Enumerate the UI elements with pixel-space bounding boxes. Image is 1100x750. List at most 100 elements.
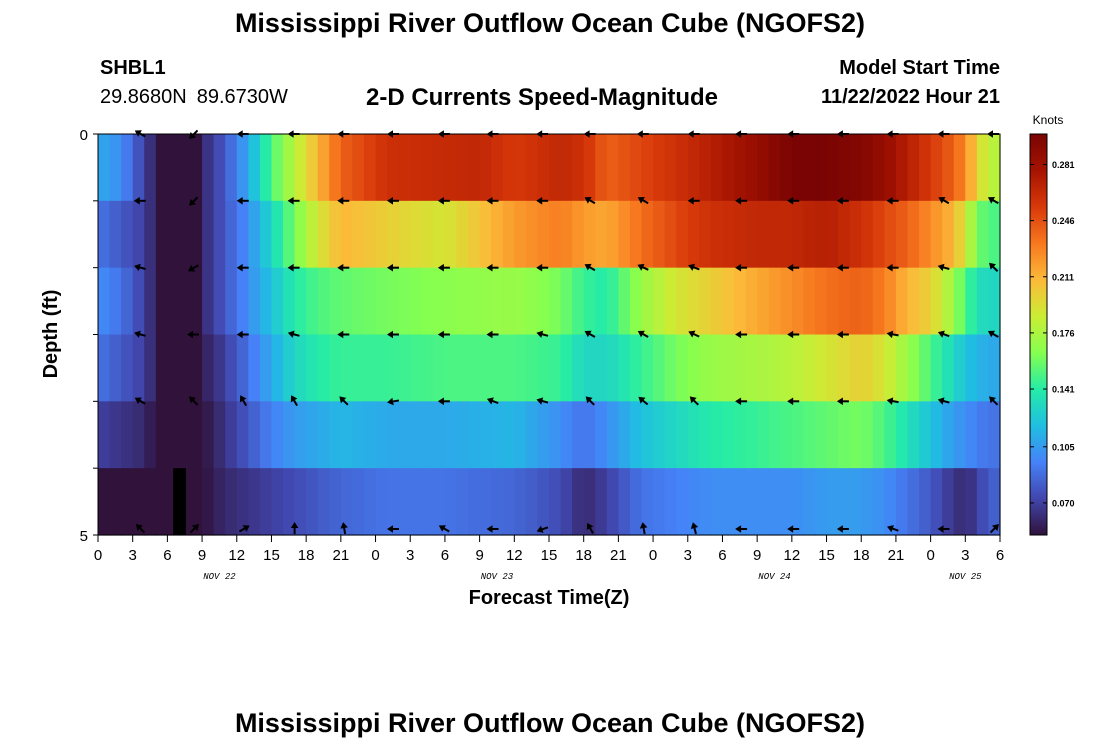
heatmap-cell: [606, 468, 619, 536]
current-vector: [134, 397, 146, 405]
heatmap-cell: [803, 468, 816, 536]
heatmap-cell: [132, 468, 145, 536]
heatmap-cell: [618, 468, 631, 536]
current-vector: [586, 522, 594, 534]
heatmap-cell: [930, 134, 943, 202]
heatmap-cell: [757, 401, 770, 469]
heatmap-cell: [132, 134, 145, 202]
heatmap-cell: [687, 468, 700, 536]
heatmap-cell: [479, 134, 492, 202]
heatmap-cell: [583, 200, 596, 269]
heatmap-cell: [271, 334, 284, 402]
current-vector: [239, 395, 248, 407]
heatmap-cell: [757, 134, 770, 202]
colorbar-gradient: [1029, 133, 1048, 536]
heatmap-cell: [387, 267, 400, 336]
heatmap-cell: [132, 334, 145, 402]
heatmap-cell: [248, 267, 261, 336]
heatmap-cell: [98, 401, 111, 469]
x-axis-tick-label: 12: [506, 547, 523, 564]
heatmap-cell: [248, 200, 261, 269]
heatmap-cell: [340, 134, 354, 202]
heatmap-cell: [329, 468, 342, 536]
heatmap-cell: [572, 334, 585, 402]
heatmap-cell: [884, 267, 897, 336]
heatmap-cell: [144, 267, 157, 336]
heatmap-cell: [976, 334, 990, 402]
x-axis-tick-label: 9: [475, 547, 483, 564]
heatmap-cell: [248, 134, 261, 202]
heatmap-cell: [479, 267, 492, 336]
heatmap-cell: [849, 334, 862, 402]
current-vector: [133, 197, 146, 205]
heatmap-cell: [155, 267, 168, 336]
heatmap-cell: [213, 267, 226, 336]
heatmap-cell: [225, 401, 238, 469]
heatmap-cell: [861, 267, 874, 336]
heatmap-cell: [907, 134, 920, 202]
heatmap-cell: [965, 200, 978, 269]
heatmap-cell: [895, 334, 909, 402]
heatmap-cell: [745, 401, 758, 469]
heatmap-cell: [919, 401, 932, 469]
current-vector: [486, 397, 499, 405]
heatmap-cell: [387, 134, 400, 202]
heatmap-cell: [236, 468, 249, 536]
heatmap-cell: [294, 334, 307, 402]
heatmap-cell: [225, 267, 238, 336]
current-vector: [189, 196, 199, 206]
heatmap-cell: [699, 267, 712, 336]
heatmap-cell: [942, 200, 955, 269]
heatmap-cell: [236, 267, 249, 336]
heatmap-cell: [734, 334, 747, 402]
heatmap-cell: [456, 468, 469, 536]
heatmap-cell: [259, 401, 273, 469]
heatmap-cell: [271, 401, 284, 469]
heatmap-cell: [398, 401, 411, 469]
heatmap-cell: [202, 134, 215, 202]
heatmap-cell: [514, 334, 527, 402]
heatmap-cell: [988, 134, 1001, 202]
heatmap-cell: [907, 334, 920, 402]
heatmap-cell: [919, 267, 932, 336]
chart-main-title: Mississippi River Outflow Ocean Cube (NG…: [234, 8, 866, 38]
current-vector: [287, 330, 300, 338]
current-vector: [690, 522, 699, 535]
current-vector: [340, 522, 348, 535]
footer-chart-title: Mississippi River Outflow Ocean Cube (NG…: [234, 708, 866, 738]
heatmap-cell: [826, 267, 839, 336]
heatmap-cell: [745, 200, 758, 269]
heatmap-cell: [202, 267, 215, 336]
heatmap-cell: [491, 267, 504, 336]
heatmap-cell: [363, 200, 377, 269]
heatmap-cell: [410, 267, 423, 336]
heatmap-cell: [178, 267, 192, 336]
current-vector: [339, 396, 349, 406]
x-axis-tick-label: 3: [406, 547, 414, 564]
missing-data-cell: [173, 468, 186, 535]
current-vector: [236, 263, 249, 272]
heatmap-cell: [375, 334, 388, 402]
heatmap-cell: [768, 134, 781, 202]
heatmap-cell: [537, 401, 550, 469]
heatmap-cell: [444, 468, 458, 536]
heatmap-cell: [791, 468, 805, 536]
heatmap-cell: [884, 401, 897, 469]
current-vector: [688, 330, 700, 338]
current-vector: [437, 330, 450, 339]
heatmap-cell: [398, 134, 411, 202]
heatmap-cell: [317, 134, 330, 202]
heatmap-cell: [155, 468, 168, 536]
heatmap-cell: [190, 334, 203, 402]
heatmap-cell: [653, 334, 666, 402]
heatmap-cell: [259, 334, 273, 402]
current-vector: [337, 197, 350, 205]
heatmap-cell: [791, 200, 805, 269]
heatmap-cell: [710, 401, 724, 469]
current-vector: [989, 262, 999, 272]
heatmap-cell: [271, 267, 284, 336]
heatmap-cell: [444, 401, 458, 469]
heatmap-cell: [930, 267, 943, 336]
heatmap-cell: [352, 200, 365, 269]
heatmap-cell: [363, 401, 377, 469]
